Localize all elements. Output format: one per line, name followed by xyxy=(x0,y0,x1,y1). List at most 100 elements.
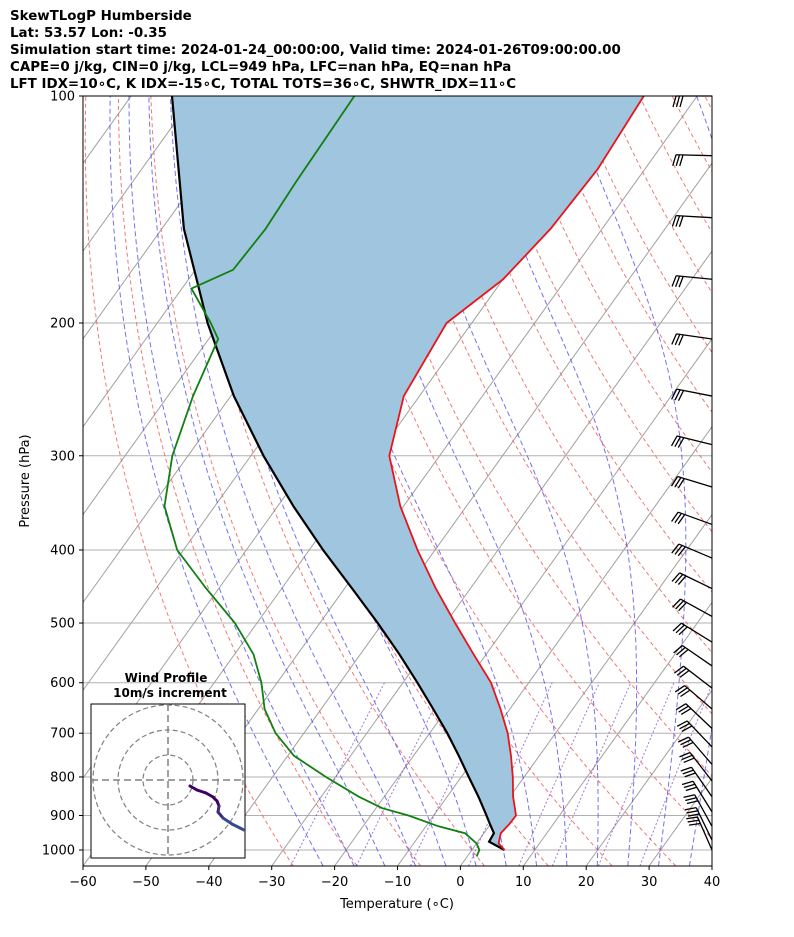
barb-feather xyxy=(680,689,691,698)
barb-feather xyxy=(677,546,686,557)
barb-feather xyxy=(674,545,683,555)
isotherm-line xyxy=(711,865,712,866)
moist-adiabat-line xyxy=(720,96,794,866)
barb-feather xyxy=(677,478,685,489)
barb-feather xyxy=(677,736,689,743)
wind-barb xyxy=(684,807,713,841)
x-tick-label: −20 xyxy=(321,875,348,890)
barb-feather xyxy=(675,95,681,108)
barb-feather xyxy=(671,511,679,522)
indices-line: LFT IDX=10∘C, K IDX=-15∘C, TOTAL TOTS=36… xyxy=(10,77,517,92)
barb-feather xyxy=(682,741,694,748)
barb-feather xyxy=(674,275,681,288)
barb-feather xyxy=(673,665,684,674)
barb-feather xyxy=(681,780,694,786)
moist-adiabat-line xyxy=(109,96,324,866)
barb-feather xyxy=(678,648,689,658)
barb-feather xyxy=(677,687,688,695)
y-tick-label: 700 xyxy=(50,727,75,742)
profile-lines xyxy=(163,96,645,857)
wind-barb xyxy=(680,766,713,798)
barb-feather xyxy=(671,572,681,582)
barb-feather xyxy=(686,816,698,820)
wind-barb xyxy=(671,388,713,402)
barb-feather xyxy=(677,575,687,585)
parcel-profile-line xyxy=(170,96,506,851)
barb-feather xyxy=(678,602,688,612)
barb-shaft xyxy=(677,511,713,526)
barb-feather xyxy=(678,334,684,346)
barb-feather xyxy=(679,722,690,730)
isotherm-line xyxy=(775,96,794,866)
isotherm-line xyxy=(83,96,258,340)
barb-shaft xyxy=(694,794,713,827)
barb-feather xyxy=(674,513,682,524)
barb-feather xyxy=(684,807,697,811)
barb-shaft xyxy=(675,154,713,157)
barb-feather xyxy=(674,573,684,584)
barb-feather xyxy=(674,436,682,448)
dry-adiabat-line xyxy=(150,96,422,866)
isotherm-line xyxy=(208,162,712,866)
inset-title: Wind Profile xyxy=(125,671,208,685)
isotherm-line xyxy=(459,513,712,866)
dry-adiabat-line xyxy=(508,96,712,473)
barb-feather xyxy=(674,334,681,346)
barb-feather xyxy=(680,708,692,716)
barb-feather xyxy=(672,154,677,166)
barb-feather xyxy=(678,276,684,288)
y-tick-label: 200 xyxy=(50,316,75,331)
hodograph-segment xyxy=(238,826,245,833)
barb-feather xyxy=(678,626,688,636)
temperature-line xyxy=(388,96,645,851)
barb-shaft xyxy=(695,807,713,841)
barb-feather xyxy=(677,437,685,448)
moist-adiabat-line xyxy=(393,96,599,866)
hodograph-segment xyxy=(195,788,208,795)
wind-barb xyxy=(671,543,713,559)
mixing-ratio-line xyxy=(551,682,632,866)
wind-barb xyxy=(686,816,713,851)
y-tick-label: 400 xyxy=(50,543,75,558)
barb-shaft xyxy=(683,665,713,689)
mixing-ratio-line xyxy=(355,682,448,866)
y-axis: 100 200 300 400 500 600 700 800 900 1000 xyxy=(42,90,83,859)
barb-feather xyxy=(686,810,698,814)
inset-subtitle: 10m/s increment xyxy=(113,686,227,700)
wind-barb xyxy=(683,794,713,827)
wind-barb xyxy=(671,214,713,228)
barb-feather xyxy=(671,275,677,287)
wind-barb xyxy=(675,703,713,729)
barb-shaft xyxy=(689,752,713,782)
barb-shaft xyxy=(678,543,713,559)
barb-feather xyxy=(686,800,699,805)
barb-shaft xyxy=(690,766,713,798)
dewpoint-line xyxy=(163,96,481,857)
x-tick-label: −10 xyxy=(384,875,411,890)
barb-shaft xyxy=(677,475,713,488)
barb-feather xyxy=(676,646,686,656)
x-tick-label: −40 xyxy=(195,875,222,890)
barb-shaft xyxy=(676,214,713,219)
x-axis-label: Temperature (∘C) xyxy=(339,897,454,912)
barb-feather xyxy=(671,333,677,345)
barb-feather xyxy=(685,797,697,802)
wind-barb xyxy=(679,751,713,782)
wind-barb xyxy=(672,622,713,643)
moist-adiabat-line xyxy=(148,96,386,866)
dry-adiabat-line xyxy=(639,96,712,234)
barb-feather xyxy=(681,725,693,732)
barb-feather xyxy=(675,215,681,227)
wind-barb xyxy=(671,333,713,346)
barb-feather xyxy=(671,543,680,554)
wind-barb xyxy=(672,154,713,167)
x-tick-label: −60 xyxy=(69,875,96,890)
barb-feather xyxy=(673,644,683,654)
barb-shaft xyxy=(696,816,713,851)
barb-feather xyxy=(683,794,695,799)
x-tick-label: −30 xyxy=(258,875,285,890)
barb-feather xyxy=(681,754,693,761)
barb-feather xyxy=(688,822,701,826)
moist-adiabat-line xyxy=(566,96,687,866)
barb-feather xyxy=(687,819,700,823)
